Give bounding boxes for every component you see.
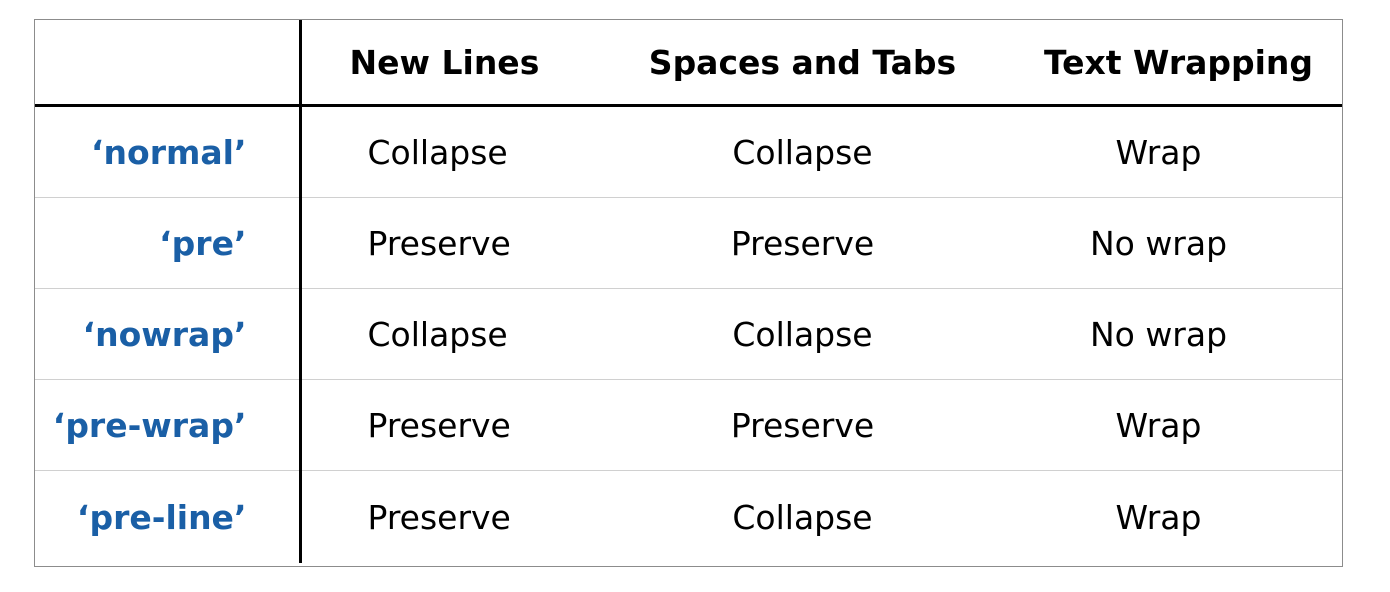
table-row: ‘pre-line’ Preserve Collapse Wrap xyxy=(35,470,1342,563)
new-lines-cell: Collapse xyxy=(300,288,630,380)
row-name: nowrap xyxy=(95,314,234,354)
header-spaces-and-tabs: Spaces and Tabs xyxy=(630,20,975,107)
new-lines-cell: Preserve xyxy=(300,379,630,471)
spaces-tabs-cell: Collapse xyxy=(630,105,975,198)
new-lines-cell: Collapse xyxy=(300,105,630,198)
text-wrapping-cell: Wrap xyxy=(975,105,1342,198)
row-name-cell: ‘pre-line’ xyxy=(35,470,302,563)
row-name: pre-wrap xyxy=(65,405,234,445)
white-space-table: New Lines Spaces and Tabs Text Wrapping … xyxy=(35,20,1342,563)
text-wrapping-cell: Wrap xyxy=(975,379,1342,471)
spaces-tabs-cell: Preserve xyxy=(630,197,975,289)
text-wrapping-cell: Wrap xyxy=(1115,497,1202,537)
spaces-tabs-cell: Collapse xyxy=(630,288,975,380)
new-lines-cell: Preserve xyxy=(300,197,630,289)
header-new-lines: New Lines xyxy=(300,20,630,107)
spaces-tabs-cell: Preserve xyxy=(630,379,975,471)
row-name: pre xyxy=(171,223,234,263)
table-row: ‘normal’ Collapse Collapse Wrap xyxy=(35,105,1342,198)
row-name-cell: ‘normal’ xyxy=(35,105,302,198)
text-wrapping-cell: No wrap xyxy=(975,197,1342,289)
table-row: ‘pre’ Preserve Preserve No wrap xyxy=(35,197,1342,289)
row-name-cell: ‘pre-wrap’ xyxy=(35,379,302,471)
spaces-tabs-cell: Collapse xyxy=(732,497,873,537)
header-row: New Lines Spaces and Tabs Text Wrapping xyxy=(35,20,1342,107)
row-name-cell: ‘nowrap’ xyxy=(35,288,302,380)
text-wrapping-cell: No wrap xyxy=(975,288,1342,380)
table-row: ‘nowrap’ Collapse Collapse No wrap xyxy=(35,288,1342,380)
table-row: ‘pre-wrap’ Preserve Preserve Wrap xyxy=(35,379,1342,471)
row-name-cell: ‘pre’ xyxy=(35,197,302,289)
table-frame xyxy=(34,19,1343,567)
new-lines-cell: Preserve xyxy=(367,497,511,537)
row-name: normal xyxy=(103,132,234,172)
header-empty-cell xyxy=(35,20,302,107)
header-text-wrapping: Text Wrapping xyxy=(975,20,1342,107)
row-name: pre-line xyxy=(89,497,234,537)
